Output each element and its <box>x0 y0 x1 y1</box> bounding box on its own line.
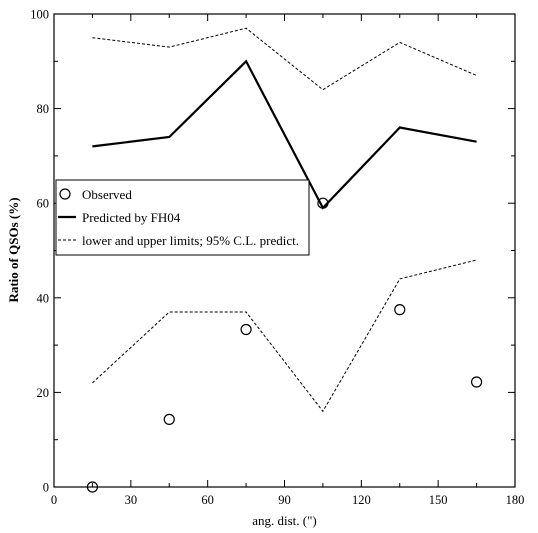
observed-point <box>240 323 252 336</box>
y-axis: 0 20 40 60 80 100 <box>30 8 515 495</box>
legend-box <box>55 179 310 256</box>
legend: Observed Predicted by FH04 lower and upp… <box>55 179 310 256</box>
y-tick-label: 0 <box>43 481 49 495</box>
observed-point <box>470 376 483 388</box>
x-tick-label: 90 <box>278 493 291 507</box>
legend-limits-label: lower and upper limits; 95% C.L. predict… <box>82 233 299 248</box>
y-tick-label: 80 <box>37 102 50 116</box>
y-tick-label: 100 <box>30 8 49 22</box>
x-tick-label: 150 <box>429 493 448 507</box>
confidence-limit-line <box>92 27 477 91</box>
x-tick-label: 120 <box>352 493 371 507</box>
legend-predicted-label: Predicted by FH04 <box>82 210 181 225</box>
y-axis-title: Ratio of QSOs (%) <box>6 197 21 302</box>
y-tick-label: 60 <box>37 197 50 211</box>
y-tick-label: 20 <box>37 386 50 400</box>
x-axis-title: ang. dist. (") <box>252 513 317 528</box>
legend-observed-marker <box>59 188 71 200</box>
series-layer <box>86 27 483 493</box>
x-tick-label: 60 <box>201 493 214 507</box>
legend-observed-label: Observed <box>82 187 132 202</box>
observed-point <box>394 304 406 316</box>
observed-point <box>86 481 99 493</box>
x-axis: 0 30 60 90 120 150 180 <box>51 14 525 507</box>
x-tick-label: 180 <box>506 493 525 507</box>
x-tick-label: 30 <box>125 493 138 507</box>
observed-point <box>163 413 175 425</box>
confidence-limit-line <box>92 259 477 413</box>
predicted-line <box>92 59 477 210</box>
x-tick-label: 0 <box>51 493 57 507</box>
y-tick-label: 40 <box>37 291 50 305</box>
observed-point <box>317 197 329 209</box>
